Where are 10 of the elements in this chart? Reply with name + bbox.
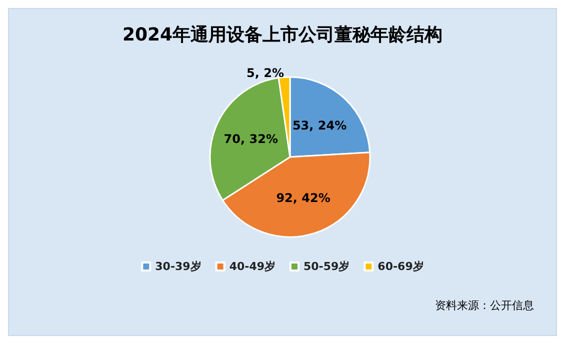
legend-label: 40-49岁 [229,260,276,273]
data-label: 92, 42% [276,190,330,205]
data-label: 70, 32% [224,132,278,146]
legend-label: 30-39岁 [155,260,202,273]
chart-title: 2024年通用设备上市公司董秘年龄结构 [122,24,443,46]
data-label: 53, 24% [292,118,347,133]
legend-label: 50-59岁 [304,260,350,273]
data-label: 5, 2% [246,66,284,80]
text: 资料来源：公开信息 [435,299,534,312]
legend-label: 60-69岁 [378,260,424,273]
